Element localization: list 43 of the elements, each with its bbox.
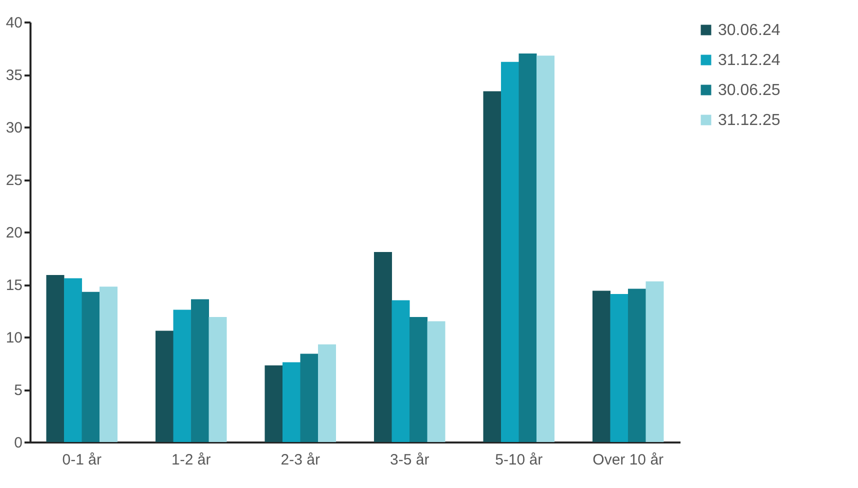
bar [536,56,554,442]
bar [427,321,446,442]
bar [100,286,118,442]
bar [628,288,646,442]
y-tick-label: 0 [14,434,22,452]
bar [518,54,537,442]
y-tick-label: 15 [6,277,22,294]
legend-label: 31.12.24 [718,52,780,69]
bar [374,252,392,442]
bar [483,91,502,442]
y-tick-label: 5 [14,382,22,399]
bar [191,299,210,442]
bar [646,281,664,442]
bar [392,300,410,442]
bar [82,292,100,442]
bar [208,317,227,442]
legend-label: 30.06.24 [718,22,780,39]
x-tick-label: 0-1 år [62,452,102,468]
legend-label: 31.12.25 [718,112,780,129]
bar [300,354,318,442]
x-tick-label: 3-5 år [390,452,430,468]
y-tick-label: 25 [6,172,22,189]
y-tick-label: 35 [6,67,22,84]
bar [46,275,64,442]
bar [173,310,192,442]
legend-label: 30.06.25 [718,82,780,99]
x-tick-label: 2-3 år [280,452,320,468]
y-tick-label: 10 [6,330,22,346]
y-tick-label: 20 [6,224,22,242]
bar [64,278,82,442]
x-tick-label: 1-2 år [172,452,211,468]
bar [592,290,610,442]
bar [610,294,628,442]
bar [156,330,174,442]
x-tick-label: 5-10 år [495,452,543,468]
bar [500,62,519,442]
bar [282,362,300,442]
x-tick-label: Over 10 år [592,452,664,468]
bar [264,365,283,442]
y-tick-label: 40 [6,14,22,32]
y-tick-label: 30 [6,120,22,136]
bar [410,317,428,442]
bar [318,344,336,442]
